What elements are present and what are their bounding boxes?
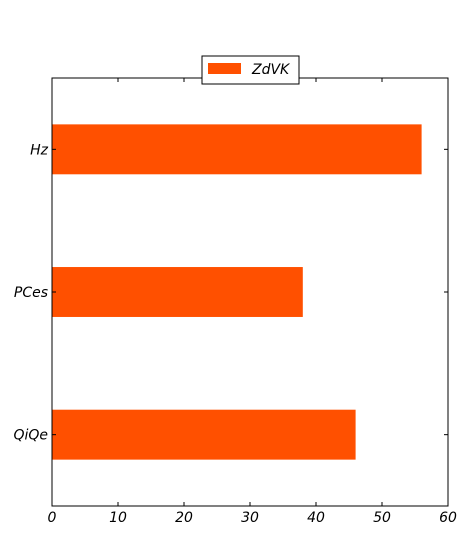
legend-swatch <box>208 63 241 74</box>
y-tick-label: PCes <box>14 285 48 301</box>
bars-layer <box>52 124 422 460</box>
y-tick-label: Hz <box>30 142 49 158</box>
y-tick-label: QiQe <box>13 428 48 444</box>
bar-pces <box>52 267 303 317</box>
x-tick-label: 30 <box>241 510 259 526</box>
x-tick-label: 40 <box>307 510 325 526</box>
x-tick-label: 50 <box>373 510 391 526</box>
bar-qiqe <box>52 409 356 460</box>
ticks-layer: Hz PCes QiQe 0 10 20 30 40 50 60 <box>13 78 457 526</box>
legend-label: ZdVK <box>251 62 291 78</box>
x-tick-label: 60 <box>439 510 457 526</box>
x-tick-label: 10 <box>109 510 127 526</box>
x-tick-label: 0 <box>48 510 57 526</box>
x-tick-label: 20 <box>175 510 193 526</box>
bar-hz <box>52 124 422 175</box>
legend: ZdVK <box>201 55 300 85</box>
